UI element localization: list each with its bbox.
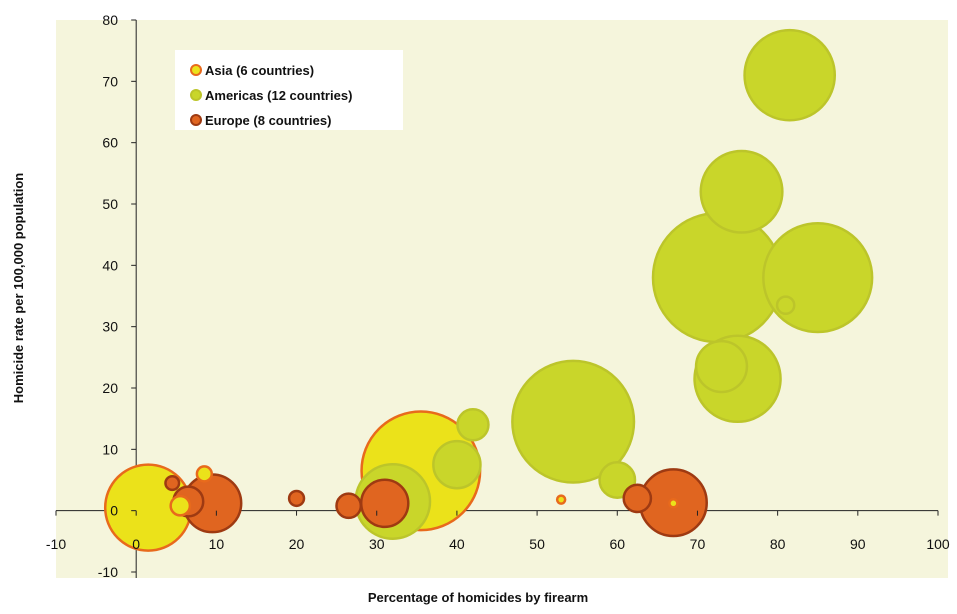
x-tick-label: 100 — [926, 536, 950, 552]
legend-label-asia: Asia (6 countries) — [205, 63, 314, 78]
x-tick-label: -10 — [46, 536, 66, 552]
bubble-americas — [775, 295, 796, 316]
y-tick-label: 30 — [102, 319, 118, 335]
x-tick-label: 30 — [369, 536, 385, 552]
y-tick-label: 80 — [102, 12, 118, 28]
legend-swatch-asia — [190, 64, 202, 76]
x-tick-label: 90 — [850, 536, 866, 552]
bubble-europe — [164, 475, 181, 492]
x-tick-label: 80 — [770, 536, 786, 552]
bubble-asia — [195, 465, 214, 483]
x-tick-label: 0 — [132, 536, 140, 552]
y-axis-title: Homicide rate per 100,000 population — [11, 173, 26, 404]
bubble-americas — [762, 221, 874, 334]
legend-label-europe: Europe (8 countries) — [205, 113, 331, 128]
y-tick-label: 70 — [102, 73, 118, 89]
bubble-asia — [169, 494, 192, 517]
y-tick-label: 50 — [102, 196, 118, 212]
legend-swatch-americas — [190, 89, 202, 101]
bubble-americas — [456, 408, 490, 442]
legend: Asia (6 countries) Americas (12 countrie… — [175, 50, 403, 130]
legend-label-americas: Americas (12 countries) — [205, 88, 352, 103]
bubble-asia — [668, 498, 679, 509]
x-tick-label: 70 — [690, 536, 706, 552]
bubble-americas — [511, 359, 636, 484]
x-tick-labels: -10 0 10 20 30 40 50 60 70 80 90 100 — [46, 510, 950, 552]
bubble-layer — [103, 28, 874, 552]
x-axis-title: Percentage of homicides by firearm — [368, 590, 588, 605]
y-tick-label: 60 — [102, 135, 118, 151]
x-tick-label: 20 — [289, 536, 305, 552]
x-tick-label: 50 — [529, 536, 545, 552]
bubble-americas — [694, 339, 749, 394]
x-tick-label: 60 — [609, 536, 625, 552]
bubble-europe — [287, 489, 306, 508]
x-tick-label: 10 — [209, 536, 225, 552]
bubble-americas — [699, 149, 784, 234]
bubble-europe — [335, 492, 363, 520]
bubble-europe — [622, 483, 653, 514]
bubble-americas — [432, 439, 482, 490]
y-tick-labels: -10 0 10 20 30 40 50 60 70 80 — [98, 12, 137, 580]
bubble-asia — [555, 494, 567, 505]
bubble-europe — [359, 478, 410, 529]
legend-box — [175, 50, 403, 130]
y-tick-label: 40 — [102, 257, 118, 273]
x-tick-label: 40 — [449, 536, 465, 552]
y-tick-label: 20 — [102, 380, 118, 396]
y-tick-label: -10 — [98, 564, 118, 580]
bubble-americas — [743, 28, 837, 122]
y-tick-label: 0 — [110, 503, 118, 519]
y-tick-label: 10 — [102, 441, 118, 457]
legend-swatch-europe — [190, 114, 202, 126]
